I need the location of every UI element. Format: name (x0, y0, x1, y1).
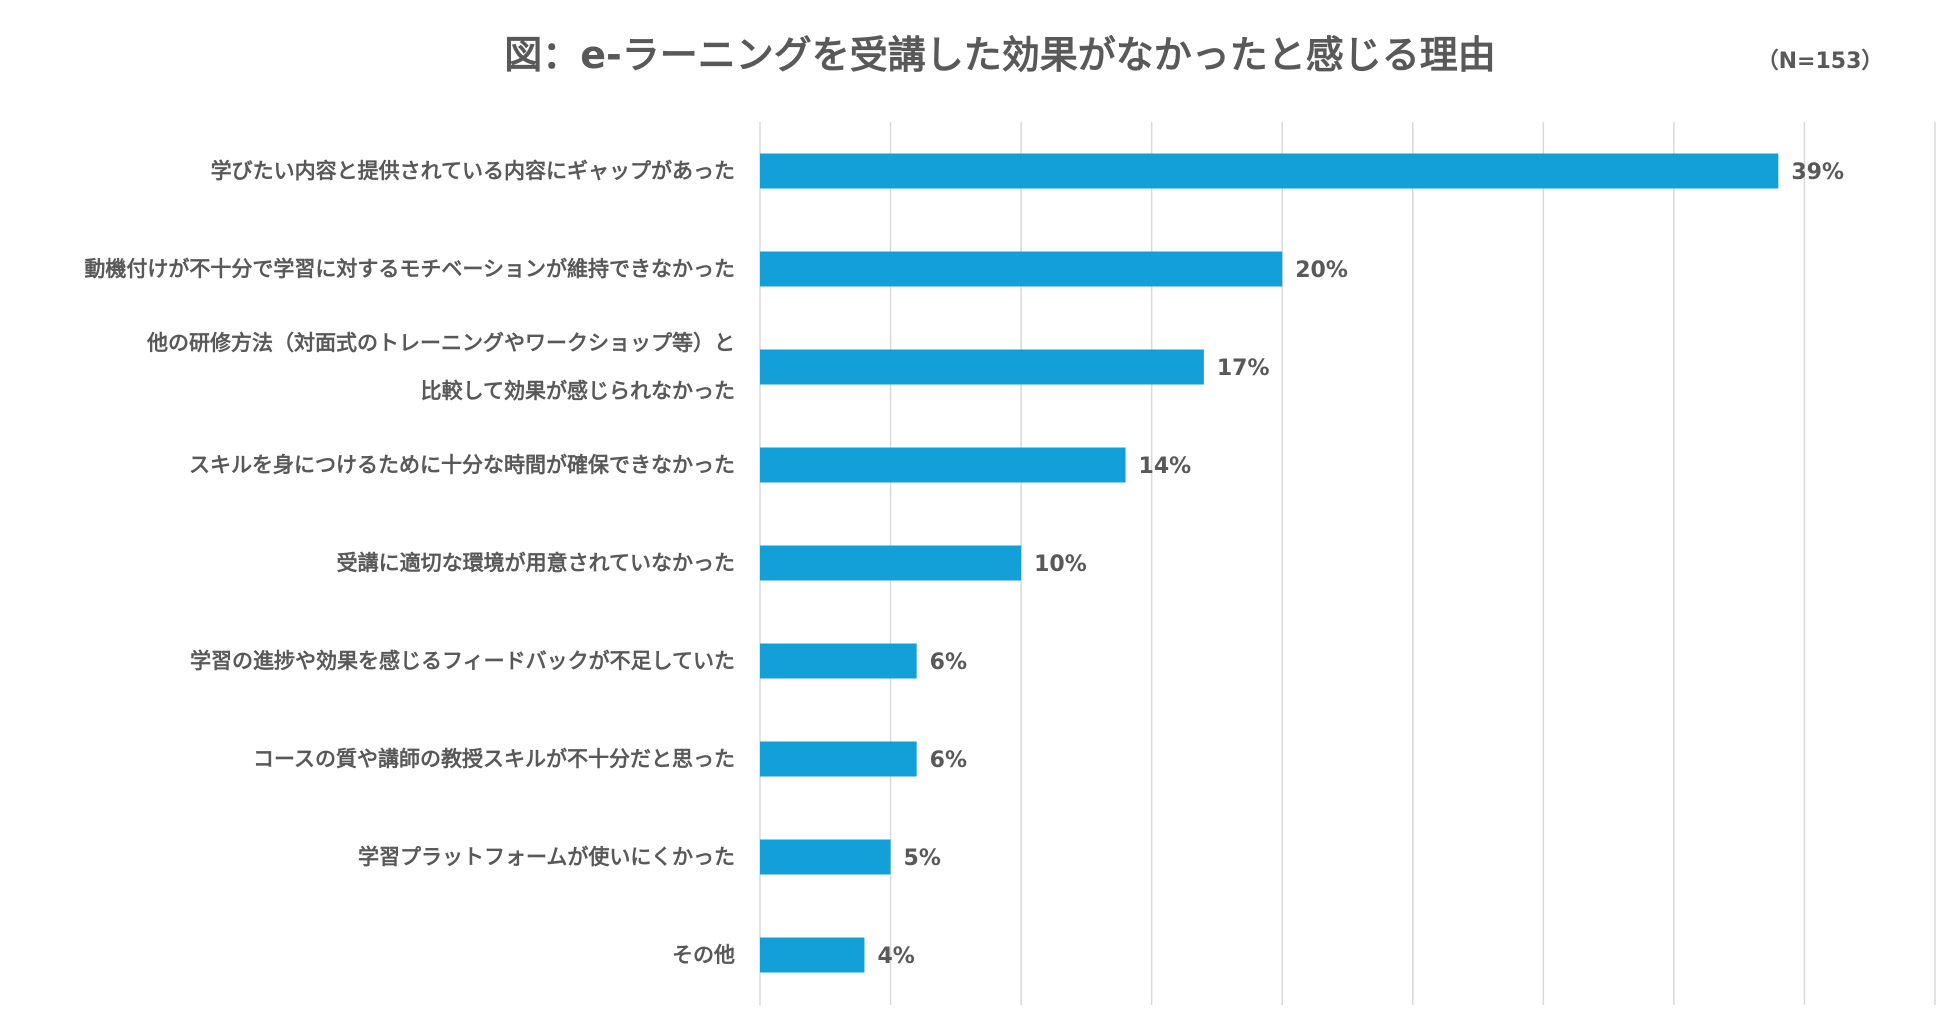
category-label-line: 比較して効果が感じられなかった (421, 379, 735, 403)
category-label-line: 学習プラットフォームが使いにくかった (358, 845, 735, 869)
category-label: 学びたい内容と提供されている内容にギャップがあった (211, 159, 735, 183)
category-label: 学習プラットフォームが使いにくかった (358, 845, 735, 869)
value-label: 10% (1034, 552, 1087, 577)
bar (760, 447, 1126, 483)
value-label: 6% (930, 650, 967, 675)
value-label: 14% (1139, 454, 1192, 479)
bar (760, 643, 917, 679)
category-label: 学習の進捗や効果を感じるフィードバックが不足していた (190, 649, 735, 673)
category-label-line: 動機付けが不十分で学習に対するモチベーションが維持できなかった (84, 257, 735, 281)
value-labels: 39% 20% 17% 14% 10% 6% 6% 5% 4% (877, 160, 1844, 969)
category-labels: 学びたい内容と提供されている内容にギャップがあった動機付けが不十分で学習に対する… (84, 159, 735, 967)
value-label: 20% (1295, 258, 1348, 283)
bar (760, 153, 1779, 189)
bar (760, 741, 917, 777)
chart-title: 図：e-ラーニングを受講した効果がなかったと感じる理由 (504, 33, 1496, 77)
bar (760, 937, 865, 973)
category-label: 受講に適切な環境が用意されていなかった (337, 551, 735, 575)
value-label: 4% (877, 944, 914, 969)
category-label: その他 (672, 943, 735, 967)
value-label: 17% (1217, 356, 1270, 381)
category-label-line: 学習の進捗や効果を感じるフィードバックが不足していた (190, 649, 735, 673)
category-label-line: 学びたい内容と提供されている内容にギャップがあった (211, 159, 735, 183)
value-label: 5% (904, 846, 941, 871)
category-label-line: 受講に適切な環境が用意されていなかった (337, 551, 735, 575)
bar (760, 349, 1204, 385)
value-label: 6% (930, 748, 967, 773)
category-label: 他の研修方法（対面式のトレーニングやワークショップ等）と比較して効果が感じられな… (146, 331, 735, 403)
bar (760, 839, 891, 875)
bar (760, 251, 1283, 287)
category-label-line: コースの質や講師の教授スキルが不十分だと思った (253, 747, 735, 771)
category-label: コースの質や講師の教授スキルが不十分だと思った (253, 747, 735, 771)
value-label: 39% (1791, 160, 1844, 185)
category-label-line: その他 (672, 943, 735, 967)
category-label: スキルを身につけるために十分な時間が確保できなかった (189, 453, 735, 477)
category-label-line: 他の研修方法（対面式のトレーニングやワークショップ等）と (146, 331, 735, 355)
category-label-line: スキルを身につけるために十分な時間が確保できなかった (189, 453, 735, 477)
category-label: 動機付けが不十分で学習に対するモチベーションが維持できなかった (84, 257, 735, 281)
bar (760, 545, 1022, 581)
bars (760, 153, 1779, 973)
sample-size-note: （N=153） (1757, 49, 1884, 74)
